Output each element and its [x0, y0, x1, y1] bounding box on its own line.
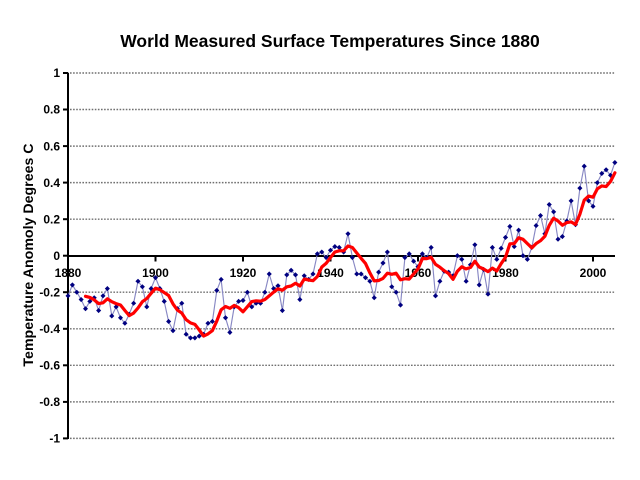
svg-text:0: 0 — [53, 249, 60, 263]
svg-text:0.8: 0.8 — [43, 103, 60, 117]
svg-text:-0.8: -0.8 — [39, 395, 60, 409]
svg-text:-0.4: -0.4 — [39, 322, 60, 336]
svg-text:2000: 2000 — [580, 266, 607, 280]
svg-text:1940: 1940 — [317, 266, 344, 280]
svg-text:1900: 1900 — [142, 266, 169, 280]
svg-text:1880: 1880 — [55, 266, 82, 280]
svg-text:0.6: 0.6 — [43, 139, 60, 153]
svg-text:1920: 1920 — [230, 266, 257, 280]
svg-text:World Measured Surface Tempera: World Measured Surface Temperatures Sinc… — [120, 31, 540, 51]
svg-text:1980: 1980 — [492, 266, 519, 280]
svg-text:-1: -1 — [49, 432, 60, 446]
svg-text:Temperature Anomoly Degrees C: Temperature Anomoly Degrees C — [21, 143, 37, 366]
svg-text:1: 1 — [53, 66, 60, 80]
svg-text:-0.2: -0.2 — [39, 285, 60, 299]
svg-text:0.2: 0.2 — [43, 212, 60, 226]
svg-text:-0.6: -0.6 — [39, 359, 60, 373]
svg-text:0.4: 0.4 — [43, 176, 60, 190]
